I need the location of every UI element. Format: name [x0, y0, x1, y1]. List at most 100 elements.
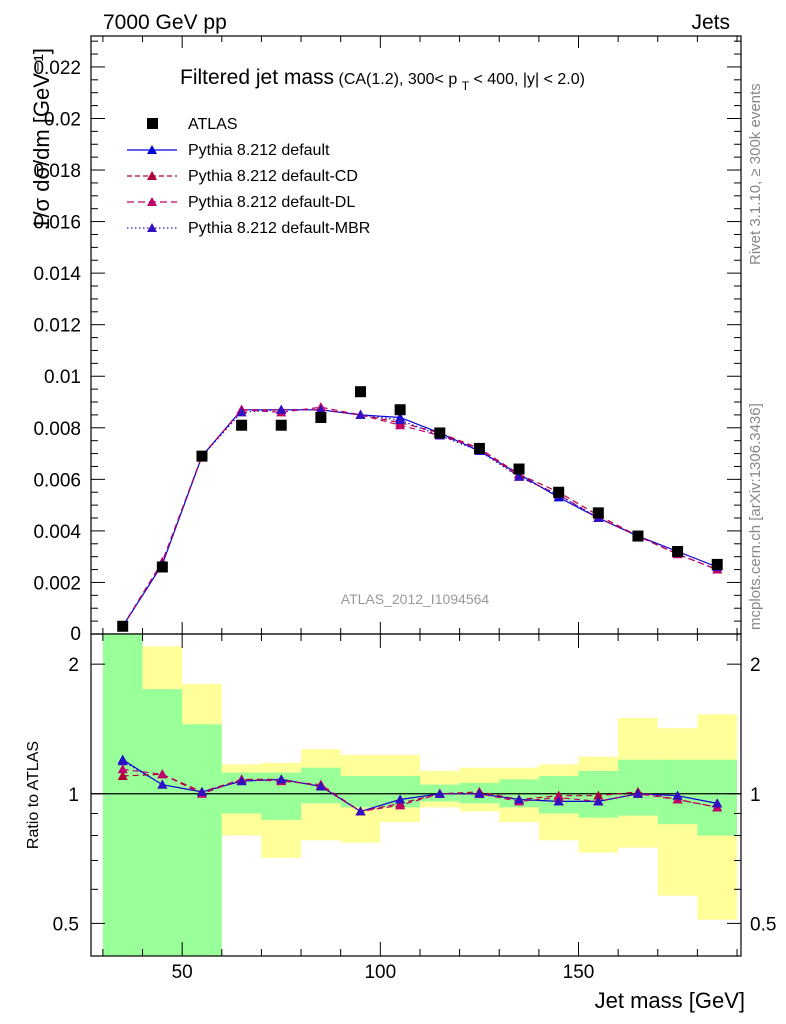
atlas-data-point [117, 620, 129, 632]
ratio-y-tick-label: 1 [68, 785, 79, 806]
ratio-series-marker-2 [117, 764, 128, 774]
main-y-tick-label: 0.02 [44, 109, 81, 130]
ratio-band-stat [697, 759, 738, 836]
ratio-series-marker-3 [553, 796, 564, 806]
ratio-y-axis-label: Ratio to ATLAS [25, 741, 42, 849]
legend-marker-default [147, 145, 157, 154]
header-right: Jets [691, 11, 730, 34]
atlas-data-point [355, 386, 367, 398]
main-y-axis-label: 1/σ dσ/dm [GeV⁻¹] [29, 48, 54, 230]
ratio-series-marker-1 [117, 770, 128, 780]
main-series-line-2 [122, 409, 718, 627]
atlas-data-point [315, 411, 327, 423]
ratio-series-line-2 [122, 768, 718, 813]
main-series-marker-4 [276, 404, 287, 414]
atlas-data-point [394, 404, 406, 416]
main-y-tick-label: 0.018 [33, 161, 81, 182]
ratio-series-marker-3 [514, 794, 525, 804]
main-y-tick-label: 0.002 [33, 573, 81, 594]
ratio-y-tick-label-right: 2 [750, 655, 761, 676]
ratio-y-tick-label-right: 0.5 [750, 914, 776, 935]
chart-title: Filtered jet mass (CA(1.2), 300< p T < 4… [180, 66, 585, 94]
ratio-series-marker-3 [196, 786, 207, 796]
ratio-band-stat [182, 724, 222, 956]
ratio-series-line-1 [122, 773, 718, 813]
ratio-series-marker-3 [593, 796, 604, 806]
ratio-series-marker-3 [632, 788, 643, 798]
legend-marker-mbr [147, 223, 157, 232]
atlas-data-point [711, 558, 723, 570]
ratio-y-tick-label-right: 1 [750, 785, 761, 806]
main-series-marker-4 [315, 404, 326, 414]
ratio-series-marker-3 [157, 779, 168, 789]
legend-marker-atlas [147, 118, 158, 129]
ratio-series-marker-3 [395, 794, 406, 804]
main-y-tick-label: 0.016 [33, 213, 81, 234]
analysis-reference: ATLAS_2012_I1094564 [341, 591, 490, 607]
ratio-series-marker-3 [276, 774, 287, 784]
main-series-marker-4 [236, 407, 247, 417]
main-y-tick-label: 0.006 [33, 470, 81, 491]
atlas-data-point [196, 450, 208, 462]
legend-label-default: Pythia 8.212 default [188, 142, 330, 159]
ratio-series-marker-3 [117, 756, 128, 766]
ratio-series-marker-3 [355, 806, 366, 816]
main-series-marker-3 [395, 420, 406, 430]
main-series-line-3 [122, 406, 718, 627]
atlas-data-point [592, 507, 604, 519]
ratio-band-stat [142, 689, 183, 956]
atlas-data-point [434, 427, 446, 439]
atlas-data-point [632, 530, 644, 542]
mcplots-label: mcplots.cern.ch [arXiv:1306.3436] [747, 403, 764, 630]
legend-label-cd: Pythia 8.212 default-CD [188, 168, 358, 185]
ratio-series-marker-1 [593, 790, 604, 800]
rivet-label: Rivet 3.1.10, ≥ 300k events [747, 83, 764, 265]
header-left: 7000 GeV pp [103, 11, 227, 34]
ratio-series-marker-3 [474, 788, 485, 798]
ratio-series-marker-3 [672, 790, 683, 800]
y-zero-label: 0 [70, 624, 81, 645]
main-y-tick-label: 0.022 [33, 58, 81, 79]
legend-marker-cd [147, 171, 157, 180]
atlas-data-point [672, 546, 684, 558]
ratio-x-tick-label: 150 [563, 962, 595, 983]
main-y-tick-label: 0.01 [44, 367, 81, 388]
ratio-x-tick-label: 50 [172, 962, 193, 983]
ratio-y-tick-label: 2 [68, 655, 79, 676]
ratio-band-stat [102, 634, 143, 956]
main-series-line-4 [122, 409, 718, 627]
ratio-x-tick-label: 100 [364, 962, 396, 983]
atlas-data-point [275, 419, 287, 431]
legend: ATLAS Pythia 8.212 default Pythia 8.212 … [127, 116, 370, 237]
x-axis-label: Jet mass [GeV] [595, 988, 745, 1013]
ratio-y-tick-label: 0.5 [53, 914, 79, 935]
ratio-series-marker-2 [395, 800, 406, 810]
main-y-tick-label: 0.004 [33, 522, 81, 543]
legend-label-dl: Pythia 8.212 default-DL [188, 194, 355, 211]
main-series-marker-4 [395, 415, 406, 425]
chart-title-subscript: T [462, 79, 470, 93]
atlas-data-point [473, 442, 485, 454]
chart-title-main: Filtered jet mass [180, 66, 334, 89]
atlas-data-point [553, 486, 565, 498]
atlas-data-point [156, 561, 168, 573]
ratio-panel: 50 100 150 0.5 0.5 1 1 2 2 Ratio to ATLAS Jet ma… [25, 633, 776, 1013]
main-series-marker-4 [355, 409, 366, 419]
atlas-data-point [236, 419, 248, 431]
ratio-band-stat [340, 775, 381, 808]
ratio-frame [90, 633, 742, 957]
ratio-series-marker-3 [434, 788, 445, 798]
ratio-series-marker-3 [315, 781, 326, 791]
main-y-tick-label: 0.012 [33, 316, 81, 337]
ratio-series-marker-3 [236, 776, 247, 786]
ratio-series-marker-3 [712, 798, 723, 808]
atlas-data-point [513, 463, 525, 475]
main-series-marker-4 [514, 471, 525, 481]
main-y-tick-label: 0.014 [33, 264, 81, 285]
chart-title-suffix: (CA(1.2), 300< p [339, 71, 458, 88]
ratio-series-marker-2 [157, 769, 168, 779]
legend-label-mbr: Pythia 8.212 default-MBR [188, 220, 370, 237]
main-panel: 0.002 0.004 0.006 0.008 0.01 0.012 0.014 0.016 0… [29, 35, 742, 645]
chart-title-suffix-end: < 400, |y| < 2.0) [473, 71, 585, 88]
